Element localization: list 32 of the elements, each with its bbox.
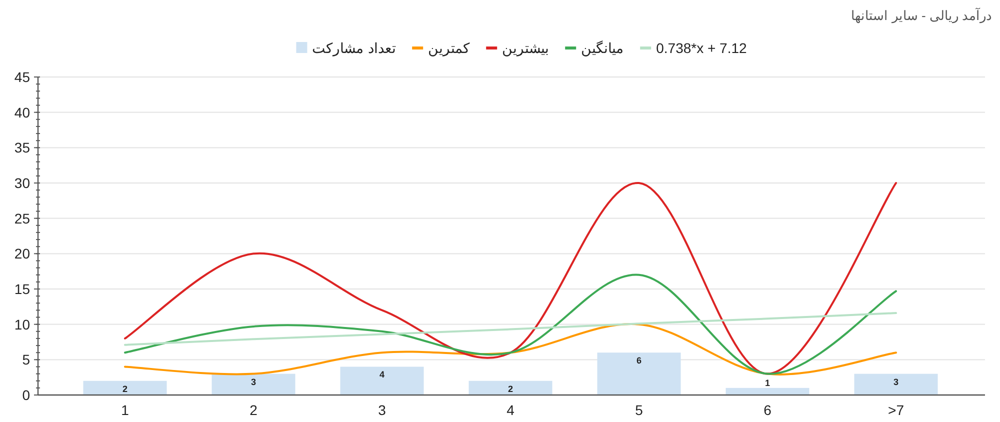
y-tick-label: 25 xyxy=(14,210,30,226)
chart-title: درآمد ریالی - سایر استانها xyxy=(851,7,992,24)
y-tick-label: 5 xyxy=(22,352,30,368)
x-tick-label: 5 xyxy=(635,402,644,418)
x-tick-label: 6 xyxy=(764,402,772,418)
y-tick-label: 10 xyxy=(14,316,30,332)
data-label: 6 xyxy=(636,356,642,366)
y-tick-label: 15 xyxy=(14,281,30,297)
legend-label: میانگین xyxy=(581,40,624,57)
line-series xyxy=(124,323,897,376)
data-label: 4 xyxy=(379,370,385,380)
y-tick-label: 45 xyxy=(14,69,30,85)
x-tick-label: 2 xyxy=(250,402,258,418)
y-tick-label: 35 xyxy=(14,140,30,156)
legend-label: تعداد مشارکت xyxy=(312,40,396,57)
data-label: 3 xyxy=(893,376,899,387)
x-tick-label: 4 xyxy=(506,402,515,418)
line-series xyxy=(124,312,897,346)
x-tick-label: 3 xyxy=(378,402,386,418)
x-tick-label: 1 xyxy=(121,402,130,418)
data-label: 3 xyxy=(250,376,256,387)
data-label: 2 xyxy=(508,384,514,394)
legend-label: کمترین xyxy=(428,40,470,57)
y-tick-label: 40 xyxy=(14,104,30,120)
y-tick-label: 30 xyxy=(14,175,30,191)
y-tick-label: 0 xyxy=(22,387,30,403)
data-label: 2 xyxy=(122,384,128,394)
data-label: 1 xyxy=(764,378,770,388)
legend-label: 0.738*x + 7.12 xyxy=(656,40,747,56)
x-tick-label: >7 xyxy=(888,402,904,418)
y-tick-label: 20 xyxy=(14,246,30,262)
legend-label: بیشترین xyxy=(502,40,550,57)
